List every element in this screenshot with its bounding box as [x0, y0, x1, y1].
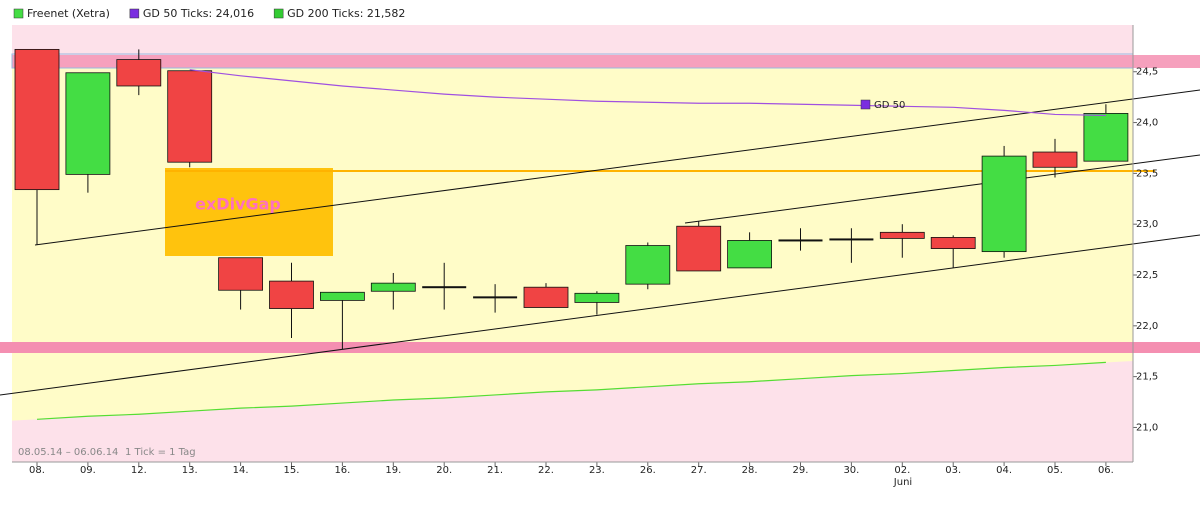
candle-body: [676, 225, 722, 272]
candle-body: [65, 72, 111, 175]
gd50-label: GD 50: [874, 100, 905, 111]
tick-note: 1 Tick = 1 Tag: [125, 447, 196, 458]
candle-body: [879, 231, 925, 239]
candle-body: [116, 59, 162, 87]
candle-body: [1032, 151, 1078, 168]
legend-swatch: [273, 8, 284, 19]
y-tick-label: 21,0: [1136, 422, 1158, 433]
moving-average: [189, 69, 1106, 117]
gap-label: exDivGap: [195, 195, 281, 214]
x-tick-label: 20.: [436, 465, 452, 476]
candle-body: [625, 245, 671, 285]
legend-swatch: [13, 8, 24, 19]
date-range: 08.05.14 – 06.06.14: [18, 447, 118, 458]
gap-box: [165, 168, 333, 256]
candle-body: [319, 291, 365, 301]
x-tick-label: 15.: [284, 465, 300, 476]
range-zone: [12, 68, 1133, 421]
y-tick-label: 21,5: [1136, 372, 1158, 383]
candle-body: [829, 238, 874, 241]
x-tick-label: 22.: [538, 465, 554, 476]
x-tick-label: 09.: [80, 465, 96, 476]
legend-swatch: [129, 8, 140, 19]
trend-line: [34, 89, 1200, 246]
x-tick-label: 23.: [589, 465, 605, 476]
support-band: [0, 342, 1200, 353]
legend-label: GD 200 Ticks: 21,582: [287, 7, 405, 20]
y-tick-label: 23,5: [1136, 168, 1158, 179]
x-tick-label: 03.: [945, 465, 961, 476]
x-tick-label: 12.: [131, 465, 147, 476]
x-tick-label: 05.: [1047, 465, 1063, 476]
x-tick-label: 08.: [29, 465, 45, 476]
x-tick-label: 19.: [385, 465, 401, 476]
x-tick-label: 04.: [996, 465, 1012, 476]
candle-body: [523, 286, 569, 308]
y-tick-label: 23,0: [1136, 219, 1158, 230]
candle-body: [574, 292, 620, 303]
x-tick-label: 29.: [793, 465, 809, 476]
trend-line: [684, 154, 1200, 224]
candle-body: [422, 286, 467, 289]
candle-body: [1083, 113, 1129, 162]
y-tick-label: 24,0: [1136, 118, 1158, 129]
y-tick-label: 24,5: [1136, 67, 1158, 78]
x-tick-label: 30.: [843, 465, 859, 476]
y-tick-label: 22,0: [1136, 321, 1158, 332]
resistance-band: [12, 55, 1200, 68]
x-tick-label: 28.: [742, 465, 758, 476]
candle-body: [473, 296, 518, 299]
candle-body: [930, 237, 976, 249]
trend-line: [0, 234, 1200, 396]
candle-body: [269, 280, 314, 309]
x-tick-label: 21.: [487, 465, 503, 476]
x-tick-label: 27.: [691, 465, 707, 476]
candle-body: [778, 239, 823, 242]
x-tick-label: 13.: [182, 465, 198, 476]
x-tick-label: 02.: [894, 465, 910, 476]
legend-label: GD 50 Ticks: 24,016: [143, 7, 254, 20]
gd50-marker: [860, 99, 871, 110]
candle-body: [727, 240, 772, 269]
candle-body: [218, 257, 264, 291]
x-tick-label: 26.: [640, 465, 656, 476]
x-tick-label: 14.: [233, 465, 249, 476]
month-label: Juni: [893, 477, 912, 488]
legend-label: Freenet (Xetra): [27, 7, 110, 20]
x-tick-label: 16.: [334, 465, 350, 476]
y-tick-label: 22,5: [1136, 270, 1158, 281]
marks: [14, 48, 1129, 420]
moving-average: [36, 361, 1106, 420]
x-tick-label: 06.: [1098, 465, 1114, 476]
candle-body: [14, 48, 60, 191]
candle-body: [167, 70, 213, 163]
candle-body: [370, 282, 416, 292]
candle-body: [981, 155, 1027, 253]
